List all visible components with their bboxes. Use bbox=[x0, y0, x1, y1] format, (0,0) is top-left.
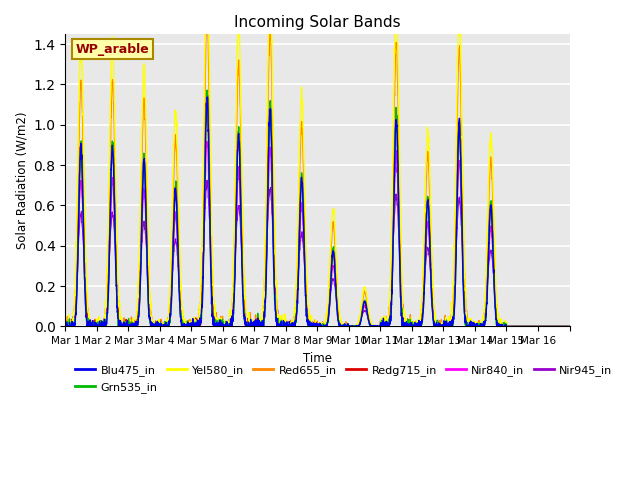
Title: Incoming Solar Bands: Incoming Solar Bands bbox=[234, 15, 401, 30]
Y-axis label: Solar Radiation (W/m2): Solar Radiation (W/m2) bbox=[15, 111, 28, 249]
X-axis label: Time: Time bbox=[303, 352, 332, 365]
Legend: Blu475_in, Grn535_in, Yel580_in, Red655_in, Redg715_in, Nir840_in, Nir945_in: Blu475_in, Grn535_in, Yel580_in, Red655_… bbox=[71, 360, 617, 397]
Text: WP_arable: WP_arable bbox=[76, 43, 149, 56]
